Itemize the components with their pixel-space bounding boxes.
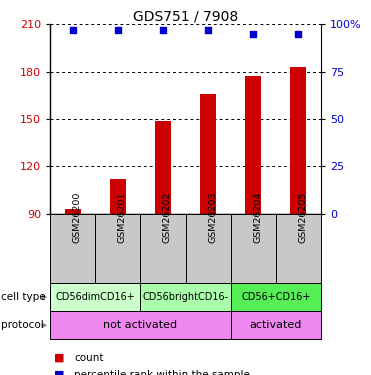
Text: percentile rank within the sample: percentile rank within the sample (74, 370, 250, 375)
Bar (140, 214, 186, 283)
Point (70, 27, 76, 33)
Point (295, 31, 301, 37)
Text: CD56+CD16+: CD56+CD16+ (241, 292, 311, 302)
Bar (200, 94, 216, 214)
Text: GSM26205: GSM26205 (298, 192, 307, 243)
Text: not activated: not activated (103, 320, 177, 330)
Point (250, 31, 256, 37)
Bar (50, 214, 95, 283)
Bar (50, 283, 140, 311)
Text: ■: ■ (54, 370, 64, 375)
Bar (140, 283, 231, 311)
Bar (50, 311, 231, 339)
Bar (186, 214, 231, 283)
Text: CD56brightCD16-: CD56brightCD16- (142, 292, 229, 302)
Text: CD56dimCD16+: CD56dimCD16+ (55, 292, 135, 302)
Text: GSM26204: GSM26204 (253, 192, 262, 243)
Text: GSM26203: GSM26203 (208, 192, 217, 243)
Bar (245, 76, 261, 214)
Bar (231, 311, 321, 339)
Point (205, 27, 211, 33)
Bar (231, 214, 276, 283)
Text: cell type: cell type (1, 292, 45, 302)
Bar (65, 209, 81, 214)
Text: ■: ■ (54, 353, 64, 363)
Bar (276, 214, 321, 283)
Text: activated: activated (250, 320, 302, 330)
Bar (110, 179, 126, 214)
Bar (290, 67, 306, 214)
Text: GSM26200: GSM26200 (73, 192, 82, 243)
Text: count: count (74, 353, 104, 363)
Text: GSM26201: GSM26201 (118, 192, 127, 243)
Text: protocol: protocol (1, 320, 43, 330)
Bar (155, 121, 171, 214)
Title: GDS751 / 7908: GDS751 / 7908 (133, 9, 238, 23)
Bar (231, 283, 321, 311)
Point (115, 27, 121, 33)
Point (160, 27, 166, 33)
Bar (95, 214, 140, 283)
Text: GSM26202: GSM26202 (163, 192, 172, 243)
